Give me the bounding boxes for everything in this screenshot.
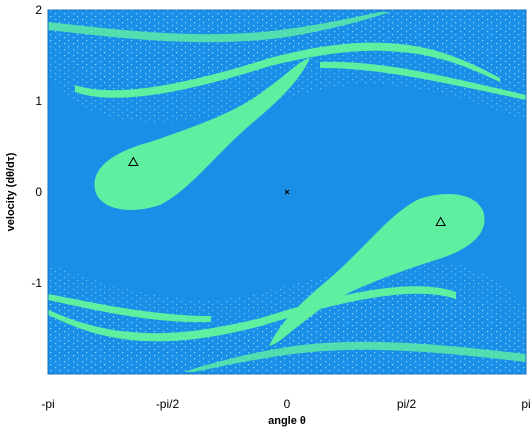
x-tick-label: pi/2 [397, 397, 417, 411]
filament-upper-3 [48, 12, 390, 43]
y-tick-label: 1 [35, 94, 42, 108]
y-tick-label: 2 [35, 3, 42, 17]
plot-frame [47, 9, 527, 375]
x-tick-label: pi [521, 397, 530, 411]
filament-lower-1 [48, 286, 456, 342]
y-tick-label: -1 [31, 276, 42, 290]
island-lower-right [269, 194, 485, 346]
filament-lower-3 [184, 341, 526, 372]
filament-upper-1 [75, 42, 500, 98]
y-axis-ticks: 2 1 0 -1 [31, 3, 42, 290]
x-axis-label: angle θ [268, 415, 306, 427]
filament-lower-2 [48, 294, 211, 323]
markers-layer [127, 156, 447, 227]
y-axis-label: velocity (dθ/dτ) [5, 152, 17, 231]
x-tick-label: 0 [284, 397, 291, 411]
triangle-marker [435, 216, 447, 227]
x-tick-label: -pi [41, 397, 54, 411]
island-upper-left [94, 58, 310, 210]
island-regions [48, 12, 526, 372]
cross-marker [284, 189, 290, 195]
x-axis-ticks: -pi -pi/2 0 pi/2 pi [41, 397, 530, 411]
plot-area [48, 10, 526, 374]
triangle-marker [127, 156, 139, 166]
y-tick-label: 0 [35, 185, 42, 199]
x-tick-label: -pi/2 [156, 397, 180, 411]
filament-upper-2 [320, 61, 526, 100]
